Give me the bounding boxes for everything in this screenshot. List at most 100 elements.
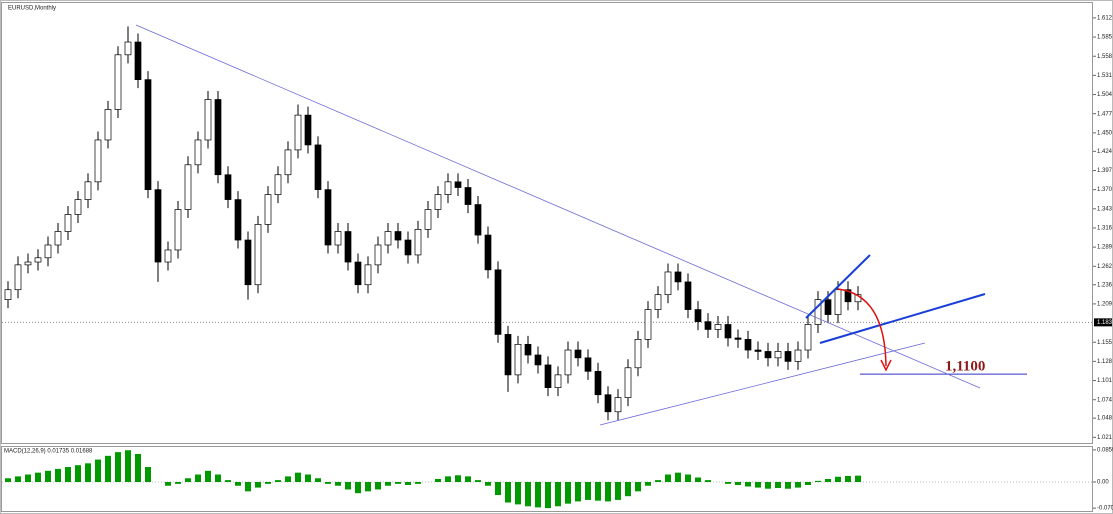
candle-body (354, 261, 362, 286)
macd-bar (245, 481, 251, 492)
macd-bar (75, 465, 81, 482)
macd-bar (535, 481, 541, 508)
candle-body (74, 199, 82, 215)
y-tick-label: 1.424 (1097, 149, 1113, 155)
macd-bar (185, 478, 191, 482)
macd-bar (455, 475, 461, 482)
candle-body (694, 309, 702, 322)
candle-body (784, 351, 792, 362)
candle-body (24, 261, 32, 266)
macd-bar (695, 477, 701, 482)
candle-body (294, 114, 302, 151)
macd-bar (55, 468, 61, 482)
macd-bar (745, 481, 751, 487)
chart-title: EURUSD,Monthly (8, 6, 56, 12)
macd-bar (5, 478, 11, 482)
candle-body (384, 231, 392, 246)
candle-body (174, 209, 182, 251)
macd-bar (855, 475, 861, 482)
candle-body (34, 257, 42, 263)
wedge-line (819, 293, 986, 344)
macd-bar (735, 481, 741, 485)
candle-body (404, 239, 412, 256)
macd-panel (1, 446, 1093, 512)
macd-bar (485, 481, 491, 486)
current-price-label: 1.183 (1097, 320, 1113, 326)
candle-body (414, 229, 422, 256)
macd-bar (465, 476, 471, 482)
macd-bar (415, 481, 421, 484)
macd-bar (145, 467, 151, 482)
candle-body (594, 370, 602, 396)
candle-body (504, 334, 512, 376)
macd-bar (125, 450, 131, 482)
y-tick-label: 1.101 (1097, 378, 1113, 384)
macd-bar (825, 479, 831, 482)
candle-body (94, 139, 102, 183)
macd-bar (835, 476, 841, 482)
macd-bar (625, 481, 631, 497)
macd-bar (135, 453, 141, 482)
macd-bar (355, 481, 361, 494)
y-tick-label: 0.00 (1097, 480, 1109, 486)
macd-bar (35, 472, 41, 482)
y-tick-label: 1.316 (1097, 226, 1113, 232)
y-tick-label: 1.021 (1097, 435, 1113, 441)
macd-bar (685, 474, 691, 482)
candle-body (374, 244, 382, 266)
candle-body (714, 324, 722, 330)
candle-body (774, 351, 782, 359)
candle-body (424, 209, 432, 230)
macd-bar (775, 481, 781, 488)
candle-body (4, 289, 12, 300)
candle-body (284, 149, 292, 176)
y-tick-label: 1.450 (1097, 130, 1113, 136)
candle-body (754, 349, 762, 352)
y-tick-label: 1.343 (1097, 206, 1113, 212)
macd-bar (15, 476, 21, 482)
macd-bar (25, 474, 31, 482)
macd-bar (565, 481, 571, 504)
macd-bar (265, 481, 271, 484)
macd-bar (545, 481, 551, 509)
candle-body (434, 194, 442, 210)
y-tick-label: 1.504 (1097, 92, 1113, 98)
candle-body (224, 174, 232, 200)
candle-body (344, 231, 352, 263)
candle-body (84, 181, 92, 200)
y-tick-label: 1.048 (1097, 416, 1113, 422)
candle-body (804, 324, 812, 351)
candle-body (124, 41, 132, 56)
candle-body (734, 337, 742, 340)
current-price-box (1094, 318, 1112, 327)
candle-body (534, 354, 542, 366)
candle-body (614, 397, 622, 413)
candle-body (264, 194, 272, 225)
wedge-line (805, 254, 871, 319)
macd-bar (795, 481, 801, 488)
candle-body (364, 264, 372, 286)
macd-bar (65, 467, 71, 482)
macd-bar (375, 481, 381, 490)
y-tick-label: 0.0859 (1097, 447, 1113, 453)
macd-bar (755, 481, 761, 488)
macd-bar (105, 455, 111, 482)
macd-bar (405, 481, 411, 485)
macd-bar (175, 481, 181, 484)
candle-body (544, 364, 552, 388)
y-tick-label: 1.531 (1097, 73, 1113, 79)
y-tick-label: 1.209 (1097, 301, 1113, 307)
macd-bar (595, 481, 601, 501)
macd-bar (225, 480, 231, 482)
macd-bar (845, 476, 851, 482)
y-tick-label: 1.477 (1097, 111, 1113, 117)
macd-bar (725, 481, 731, 484)
macd-bar (195, 474, 201, 482)
y-tick-label: -0.0700 (1097, 506, 1113, 512)
candle-body (154, 189, 162, 263)
macd-bar (295, 472, 301, 482)
macd-bar (665, 474, 671, 482)
candle-body (554, 374, 562, 388)
